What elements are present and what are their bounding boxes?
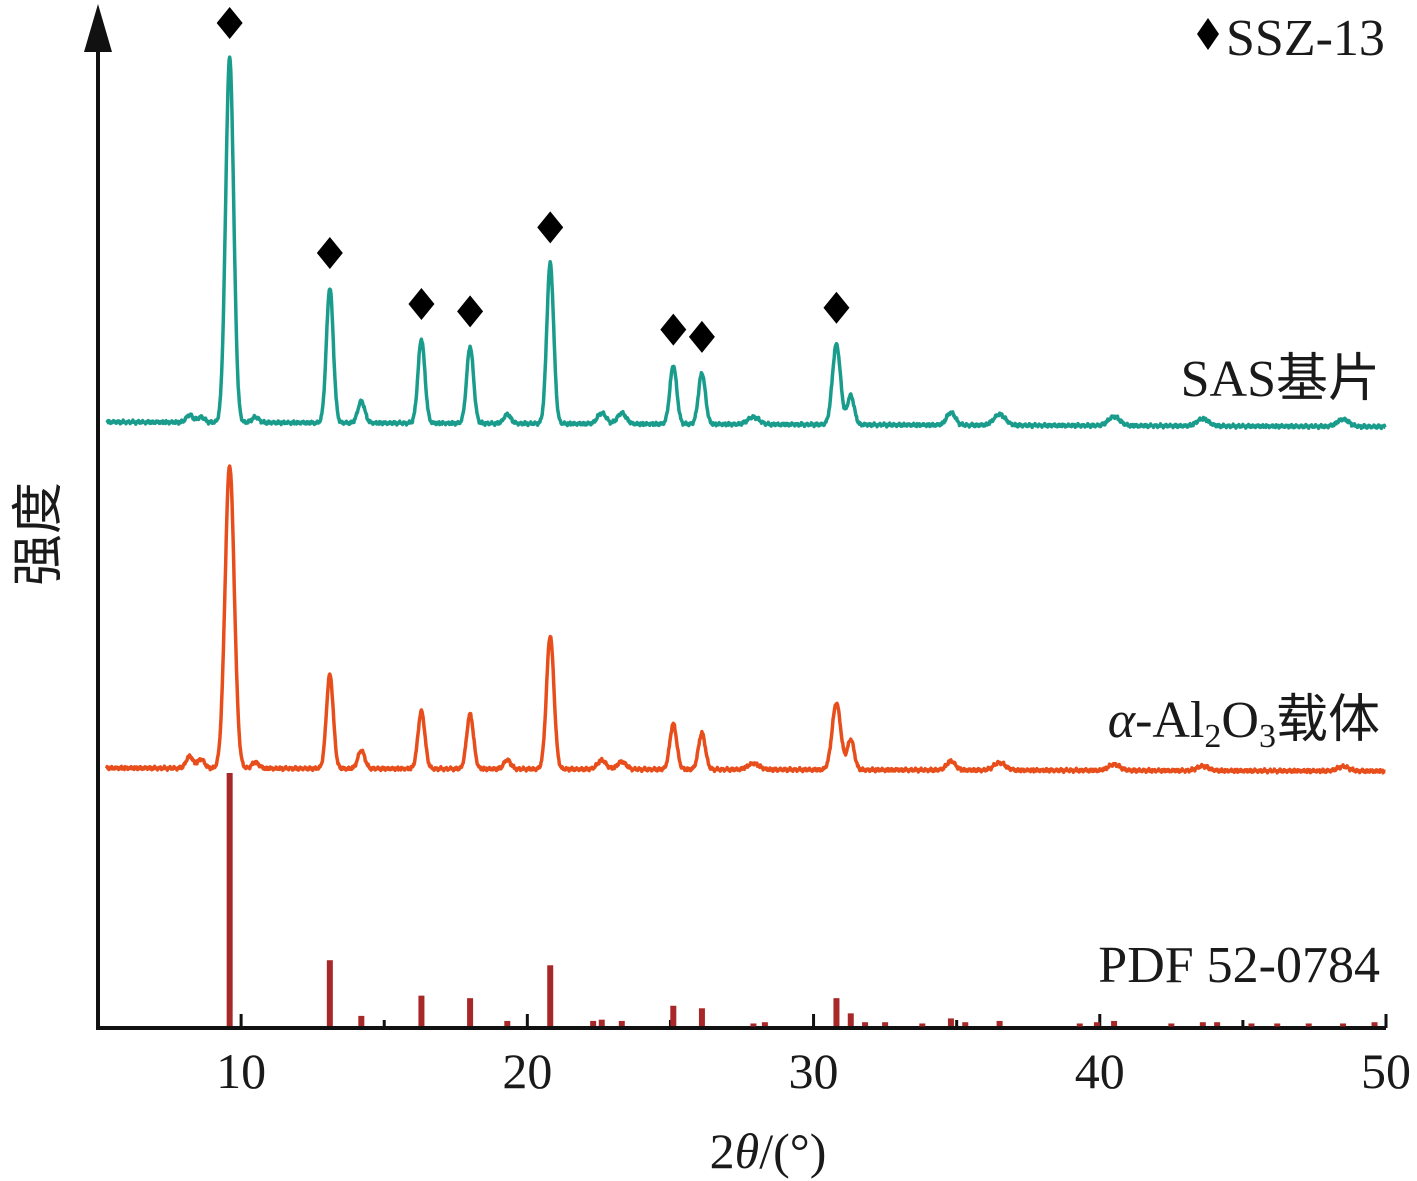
pdf-stick — [761, 1022, 768, 1026]
legend-diamond-icon — [1197, 18, 1219, 50]
pdf-stick — [358, 1015, 365, 1026]
y-axis-arrow — [84, 4, 112, 52]
pdf-stick — [1305, 1023, 1312, 1027]
x-tick-label: 20 — [502, 1043, 552, 1099]
pdf-stick — [1076, 1023, 1083, 1027]
pdf-stick — [618, 1020, 625, 1026]
pdf-stick — [882, 1022, 889, 1026]
pdf-stick — [833, 998, 840, 1026]
pdf-stick — [962, 1022, 969, 1026]
y-axis-label: 强度 — [11, 482, 68, 586]
ssz13-peak-marker — [216, 7, 243, 39]
pdf-stick — [698, 1008, 705, 1026]
x-tick-label: 50 — [1361, 1043, 1411, 1099]
pdf-stick — [847, 1013, 854, 1026]
legend-label: SSZ-13 — [1226, 10, 1385, 67]
pdf-stick — [418, 995, 425, 1026]
series-layer — [104, 55, 1387, 1027]
ssz13-peak-marker — [537, 211, 564, 244]
pdf-stick — [1168, 1023, 1175, 1027]
pdf-stick — [670, 1005, 677, 1026]
pdf-stick — [919, 1023, 926, 1027]
ssz13-peak-marker — [316, 236, 343, 269]
pdf-stick — [1274, 1023, 1281, 1027]
pdf-stick — [996, 1020, 1003, 1026]
pdf-stick — [1371, 1022, 1378, 1026]
ssz13-peak-marker — [457, 295, 484, 328]
pdf-stick — [1093, 1022, 1100, 1026]
x-tick-label: 30 — [789, 1043, 839, 1099]
x-tick-labels: 10 20 30 40 50 — [216, 1043, 1411, 1099]
ssz13-peak-marker — [823, 291, 850, 324]
pdf-stick — [467, 998, 474, 1026]
pdf-stick — [1111, 1020, 1118, 1026]
ssz13-peak-marker — [408, 288, 435, 321]
series-label-pdf: PDF 52-0784 — [1098, 937, 1380, 994]
alpha-symbol: α — [1108, 692, 1137, 749]
pdf-stick — [1340, 1023, 1347, 1027]
x-axis-label: 2θ/(°) — [710, 1123, 827, 1179]
pdf-stick — [547, 965, 554, 1026]
pdf-stick — [226, 773, 233, 1026]
pdf-stick — [504, 1020, 511, 1026]
pdf-stick — [1199, 1022, 1206, 1026]
series-line-sas — [105, 55, 1387, 431]
pdf-stick — [947, 1018, 954, 1026]
pdf-stick — [326, 960, 333, 1026]
pdf-stick — [750, 1023, 757, 1027]
series-label-sas: SAS基片 — [1181, 351, 1380, 408]
pdf-stick — [598, 1019, 605, 1026]
series-label-alumina: α-Al2O3载体 — [1108, 692, 1380, 755]
x-tick-label: 10 — [216, 1043, 266, 1099]
ssz13-peak-marker — [660, 313, 687, 346]
ssz13-peak-marker — [688, 320, 715, 353]
pdf-stick — [1248, 1023, 1255, 1027]
pdf-stick — [1214, 1022, 1221, 1026]
x-tick-label: 40 — [1075, 1043, 1125, 1099]
peak-markers — [216, 7, 850, 353]
pdf-stick — [862, 1022, 869, 1026]
legend: SSZ-13 — [1197, 10, 1385, 67]
pdf-stick — [590, 1020, 597, 1026]
series-line-alumina — [104, 464, 1387, 775]
